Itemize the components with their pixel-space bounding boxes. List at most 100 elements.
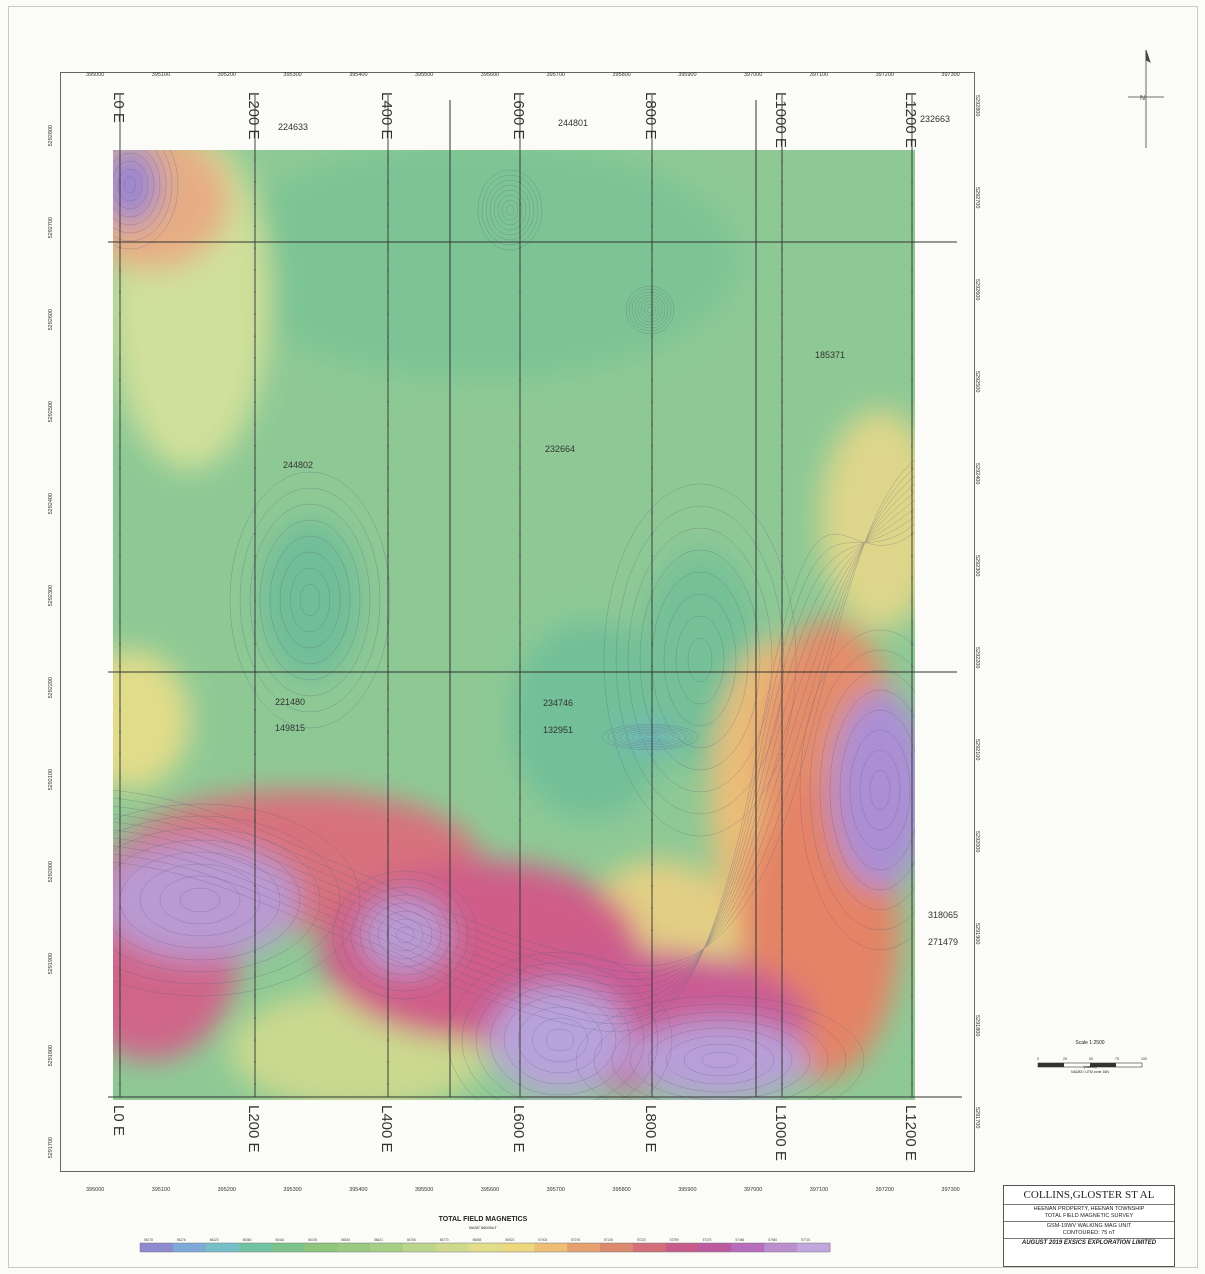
- northing-label-left: 5292500: [48, 401, 54, 422]
- title-footer: AUGUST 2019 EXSICS EXPLORATION LIMITED: [1021, 1240, 1157, 1246]
- contour-line: [575, 995, 865, 1100]
- legend-swatch: [665, 1243, 700, 1252]
- contour-line: [113, 152, 155, 218]
- legend-swatch: [140, 1243, 174, 1252]
- easting-label-top: 397200: [876, 72, 894, 78]
- line-label-top: L800 E: [642, 92, 659, 140]
- line-label-top: L1000 E: [772, 92, 789, 148]
- legend-tick-label: 57076: [571, 1238, 580, 1242]
- easting-label-bottom: 397300: [941, 1187, 959, 1193]
- northing-label-left: 5291700: [48, 1137, 54, 1158]
- northing-label-left: 5292100: [48, 769, 54, 790]
- legend-tick-label: 56770: [440, 1238, 449, 1242]
- legend-swatch: [501, 1243, 535, 1252]
- easting-label-bottom: 395900: [678, 1187, 696, 1193]
- contour-line: [113, 150, 179, 250]
- northing-label-left: 5292200: [48, 677, 54, 698]
- contour-line: [113, 150, 173, 242]
- easting-label-top: 395100: [152, 72, 170, 78]
- contour-line: [113, 483, 915, 987]
- contour-line: [637, 297, 663, 323]
- contour-line: [139, 863, 261, 937]
- contour-line: [531, 1017, 589, 1063]
- contour-line: [289, 567, 331, 633]
- contour-line: [477, 169, 543, 251]
- northing-label-right: 5292800: [974, 95, 980, 116]
- contour-line: [481, 174, 539, 246]
- legend-swatch: [402, 1243, 437, 1252]
- title-line3: GSM-19WV WALKING MAG UNIT: [1046, 1223, 1132, 1229]
- contour-line: [517, 1006, 603, 1074]
- contour-line: [341, 878, 469, 992]
- legend-tick-label: 57540: [768, 1238, 777, 1242]
- legend-swatch: [797, 1243, 831, 1252]
- legend-tick-label: 56323: [210, 1238, 219, 1242]
- easting-label-bottom: 395700: [547, 1187, 565, 1193]
- northing-label-right: 5292600: [974, 279, 980, 300]
- contour-line: [159, 875, 241, 925]
- contour-line: [665, 1035, 775, 1085]
- contour-line: [332, 870, 478, 1000]
- easting-label-bottom: 395800: [612, 1187, 630, 1193]
- contour-line: [447, 951, 673, 1100]
- contour-line: [395, 926, 415, 944]
- easting-label-top: 397000: [744, 72, 762, 78]
- contour-line: [675, 615, 725, 705]
- contour-line: [493, 189, 527, 231]
- legend-swatch: [435, 1243, 470, 1252]
- northing-label-left: 5292600: [48, 309, 54, 330]
- contour-line: [113, 467, 915, 973]
- legend-swatch: [238, 1243, 272, 1252]
- claim-number: 234746: [543, 698, 573, 708]
- contour-line: [687, 637, 713, 683]
- contour-line: [489, 984, 631, 1096]
- line-label-top: L1200 E: [902, 92, 919, 148]
- northing-label-right: 5291700: [974, 1107, 980, 1128]
- contour-line: [634, 294, 666, 326]
- northing-label-right: 5291900: [974, 923, 980, 944]
- contour-line: [123, 176, 137, 194]
- easting-label-bottom: 395000: [86, 1187, 104, 1193]
- northing-label-right: 5292500: [974, 371, 980, 392]
- contour-line: [643, 735, 657, 739]
- claim-number: 244802: [283, 460, 313, 470]
- northing-label-right: 5292200: [974, 647, 980, 668]
- scale-tick-label: 75: [1115, 1057, 1119, 1061]
- legend-swatch: [632, 1243, 667, 1252]
- legend-tick-label: 57145: [604, 1238, 613, 1242]
- easting-label-bottom: 395200: [218, 1187, 236, 1193]
- legend-tick-label: 56276: [177, 1238, 186, 1242]
- legend-swatch: [567, 1243, 601, 1252]
- contour-line: [849, 729, 911, 851]
- line-label-top: L400 E: [378, 92, 395, 140]
- claim-number: 185371: [815, 350, 845, 360]
- legend-tick-label: 57376: [703, 1238, 712, 1242]
- contour-line: [503, 995, 617, 1085]
- contour-line: [593, 1003, 847, 1100]
- scale-tick-label: 0: [1037, 1057, 1039, 1061]
- contour-line: [613, 727, 687, 747]
- legend-swatch: [271, 1243, 305, 1252]
- legend-tick-label: 56530: [341, 1238, 350, 1242]
- legend-swatch: [205, 1243, 240, 1252]
- claim-number: 132951: [543, 725, 573, 735]
- contour-line: [869, 769, 891, 811]
- contour-line: [625, 730, 675, 744]
- contour-line: [625, 285, 675, 335]
- claim-number: 224633: [278, 122, 308, 132]
- northing-label-left: 5292300: [48, 585, 54, 606]
- contour-line: [628, 288, 672, 332]
- contour-line: [829, 689, 915, 891]
- contour-line: [631, 291, 669, 329]
- contour-line: [113, 507, 915, 1010]
- title-owner: COLLINS,GLOSTER ST AL: [1004, 1186, 1174, 1205]
- claim-number: 318065: [928, 910, 958, 920]
- contour-line: [497, 194, 523, 226]
- contour-line: [619, 728, 681, 746]
- contour-line: [603, 483, 797, 837]
- north-arrow-icon: [1128, 49, 1164, 148]
- northing-label-right: 5292300: [974, 555, 980, 576]
- line-label-top: L200 E: [245, 92, 262, 140]
- easting-label-bottom: 395600: [481, 1187, 499, 1193]
- contour-line: [239, 487, 381, 713]
